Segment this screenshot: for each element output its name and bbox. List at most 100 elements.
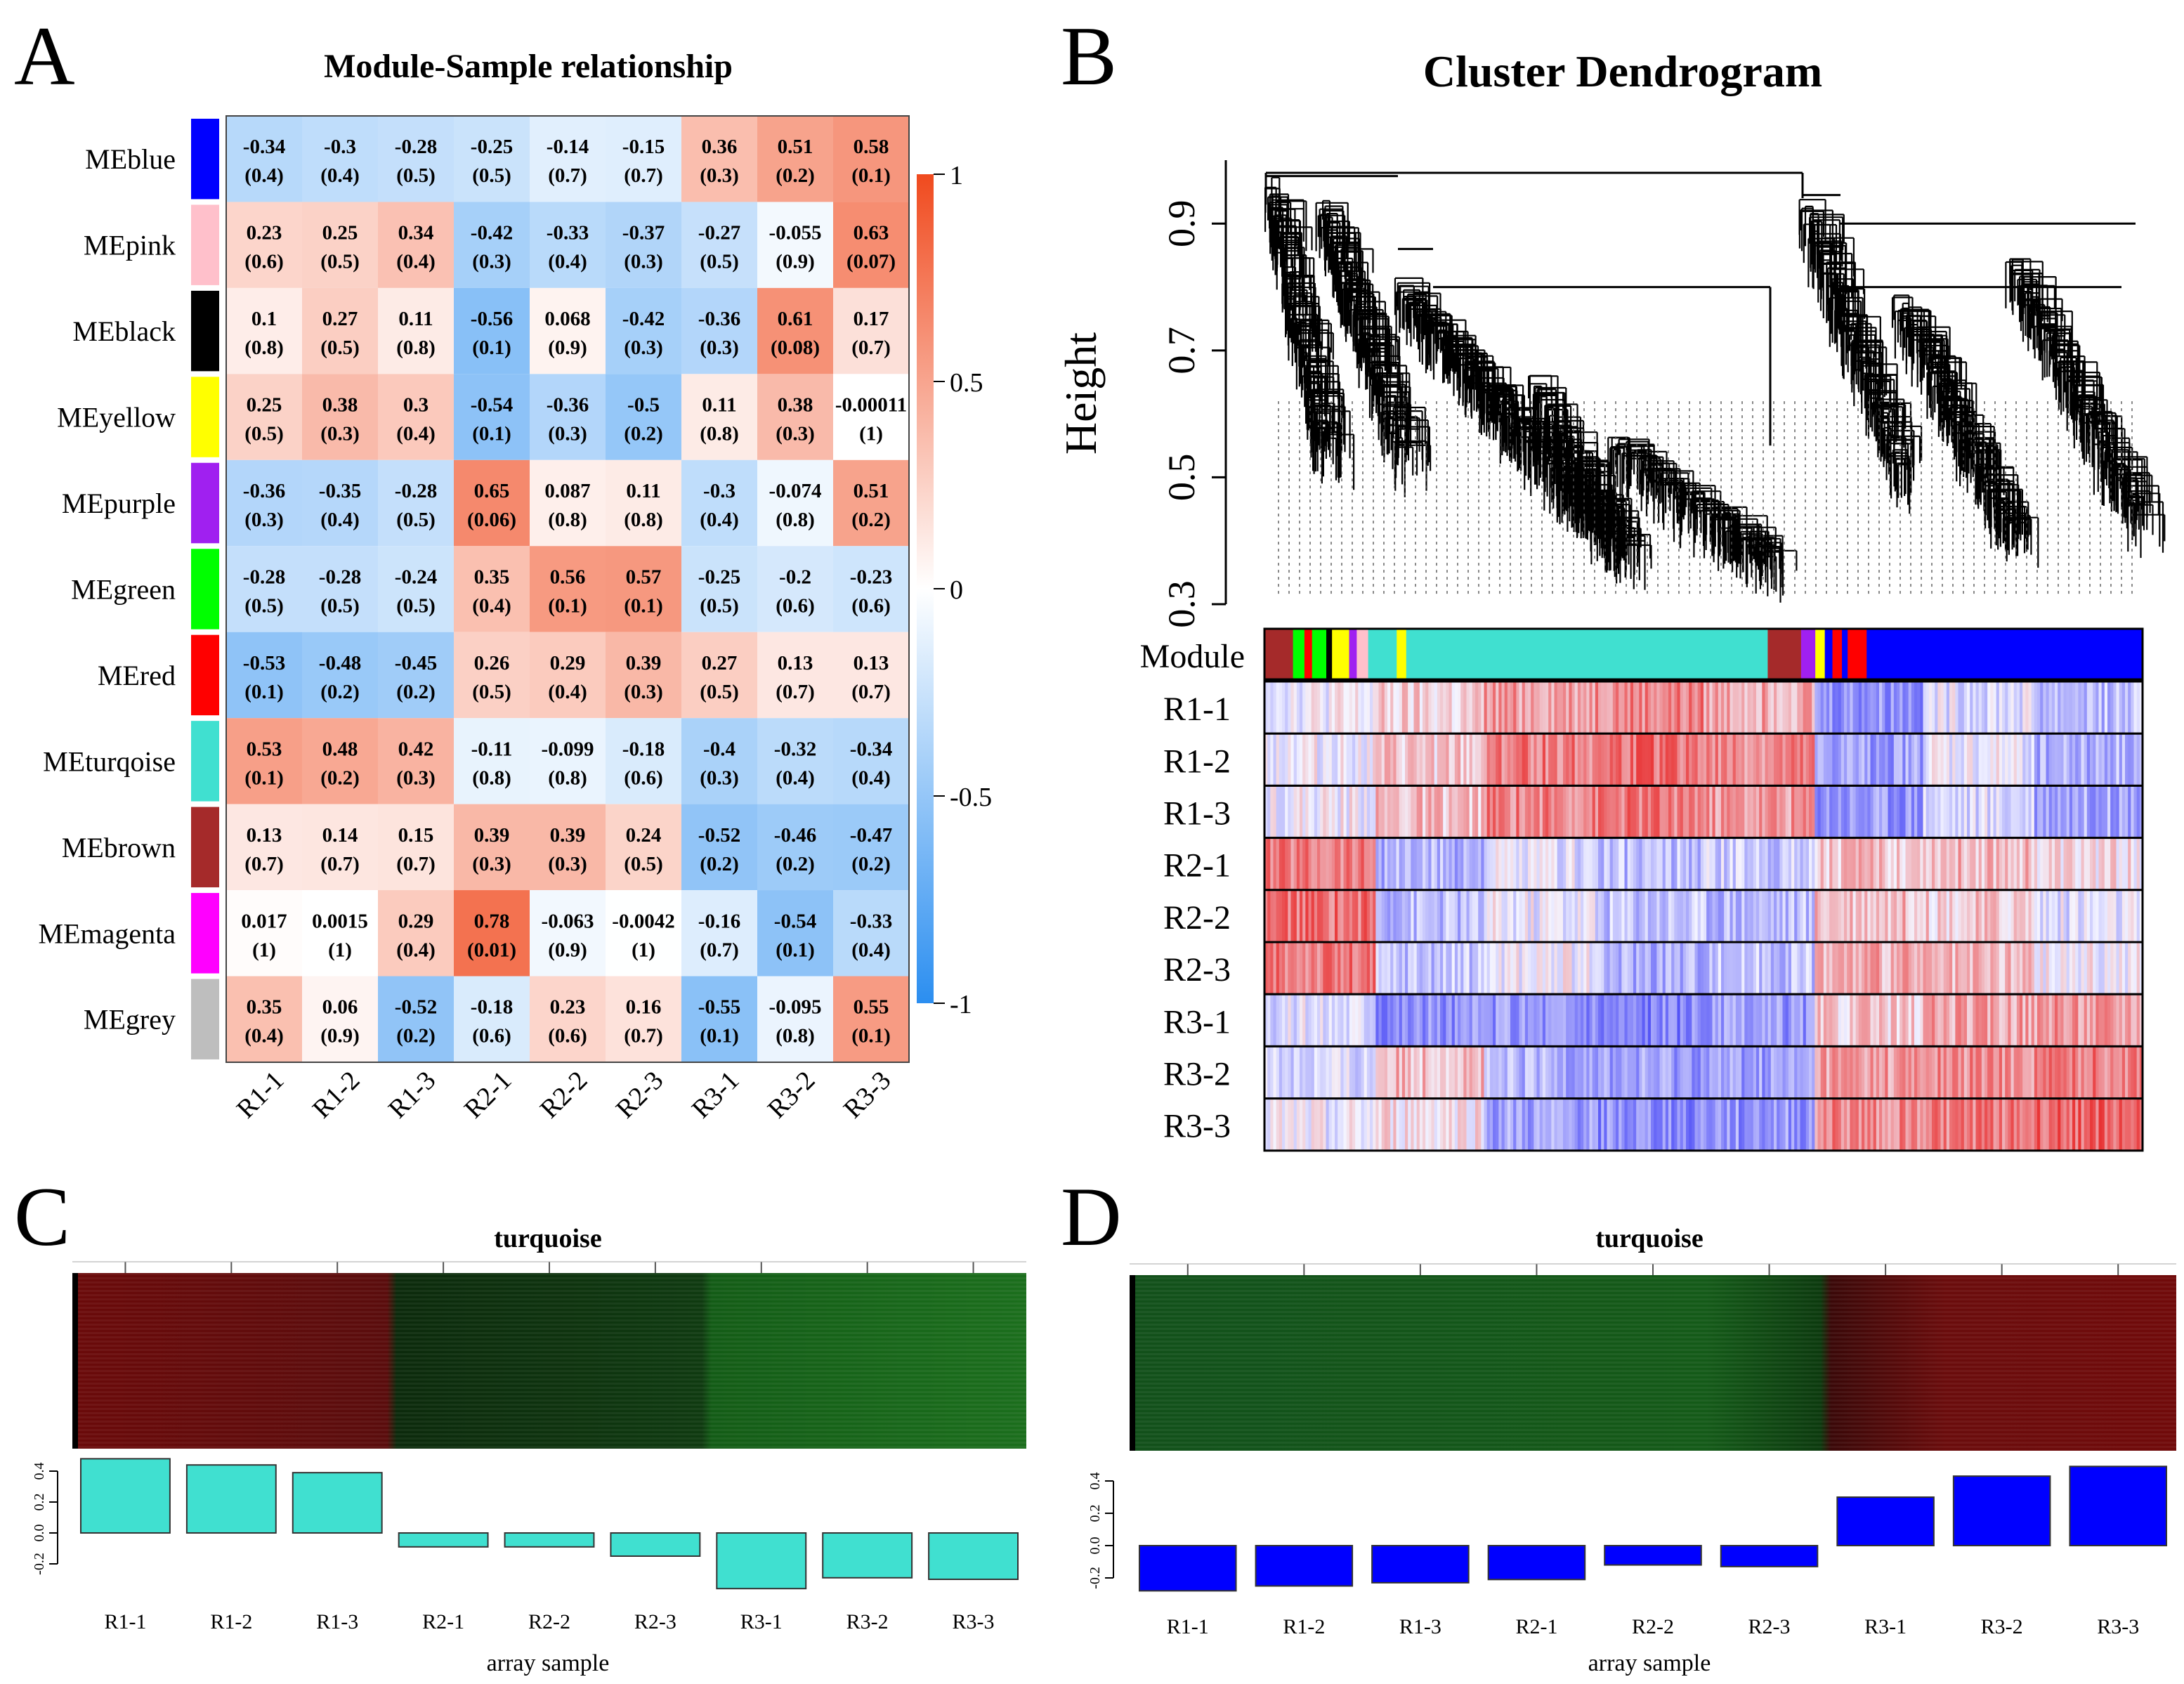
expression-cell <box>1428 837 1432 890</box>
expression-cell <box>1569 1046 1573 1099</box>
expression-cell <box>1267 942 1271 995</box>
expression-cell <box>1282 1046 1286 1099</box>
expression-cell <box>1390 942 1394 995</box>
expression-cell <box>1524 994 1529 1047</box>
expression-cell <box>1595 733 1599 786</box>
expression-cell <box>1993 733 1997 786</box>
expression-cell <box>2121 889 2126 942</box>
expression-cell <box>1729 942 1734 995</box>
expression-cell <box>1507 889 1511 942</box>
expression-cell <box>1741 733 1745 786</box>
expression-cell <box>2051 994 2055 1047</box>
expression-cell <box>1911 1046 1915 1099</box>
expression-cell <box>1850 681 1854 734</box>
expression-cell <box>1852 681 1857 734</box>
expression-cell <box>2010 889 2015 942</box>
expression-cell <box>1715 733 1719 786</box>
expression-cell <box>1779 994 1784 1047</box>
expression-cell <box>1451 1046 1456 1099</box>
heatmap-cell <box>681 116 757 202</box>
expression-cell <box>1651 733 1654 786</box>
expression-cell <box>1607 1046 1611 1099</box>
expression-cell <box>1741 994 1745 1047</box>
expression-cell <box>1967 994 1970 1047</box>
expression-cell <box>1724 1046 1727 1099</box>
expression-cell <box>1458 1098 1461 1151</box>
expression-cell <box>1867 1046 1871 1099</box>
expression-cell <box>1621 681 1626 734</box>
expression-cell <box>1554 1098 1558 1151</box>
expression-cell <box>1805 942 1810 995</box>
expression-cell <box>1595 889 1599 942</box>
expression-cell <box>1654 942 1657 995</box>
expression-cell <box>1559 681 1564 734</box>
expression-cell <box>2110 994 2114 1047</box>
expression-cell <box>1741 942 1745 995</box>
expression-cell <box>1897 1046 1900 1099</box>
expression-cell <box>1428 994 1432 1047</box>
expression-cell <box>2043 785 2047 838</box>
expression-cell <box>2139 994 2143 1047</box>
expression-cell <box>1437 837 1441 890</box>
expression-cell <box>1574 785 1578 838</box>
expression-cell <box>2093 837 2096 890</box>
heatmap-cell <box>833 718 909 804</box>
expression-cell <box>1504 733 1508 786</box>
expression-cell <box>1987 942 1991 995</box>
expression-cell <box>2043 889 2047 942</box>
expression-cell <box>1458 733 1461 786</box>
expression-cell <box>1302 837 1306 890</box>
expression-cell <box>1967 733 1970 786</box>
expression-cell <box>1835 681 1839 734</box>
expression-cell <box>1817 681 1822 734</box>
expression-cell <box>1805 785 1810 838</box>
expression-cell <box>2136 785 2140 838</box>
expression-cell <box>1718 681 1722 734</box>
expression-cell <box>2095 837 2100 890</box>
expression-cell <box>1358 942 1362 995</box>
heatmap-cell <box>302 287 378 374</box>
expression-cell <box>1762 733 1766 786</box>
module-track-frame <box>1263 627 2144 681</box>
expression-cell <box>1393 942 1397 995</box>
expression-cell <box>1326 733 1330 786</box>
expression-cell <box>2022 1098 2026 1151</box>
expression-cell <box>1905 733 1909 786</box>
expression-cell <box>1551 733 1555 786</box>
expression-cell <box>1559 1046 1564 1099</box>
heatmap-cell <box>606 976 681 1062</box>
expression-cell <box>1996 681 2000 734</box>
expression-cell <box>1785 942 1789 995</box>
expression-cell <box>2125 1098 2129 1151</box>
expression-cell <box>2104 994 2108 1047</box>
expression-cell <box>1460 942 1464 995</box>
expression-cell <box>1496 837 1499 890</box>
expression-cell <box>1993 889 1997 942</box>
expression-cell <box>2031 733 2035 786</box>
expression-cell <box>1387 889 1391 942</box>
module-segment <box>1332 629 1350 679</box>
expression-cell <box>1963 889 1968 942</box>
expression-cell <box>1961 942 1965 995</box>
expression-cell <box>1753 1098 1757 1151</box>
expression-cell <box>1440 942 1444 995</box>
heatmap-cell <box>378 374 454 460</box>
expression-cell <box>1847 681 1850 734</box>
heatmap-cell <box>606 546 681 632</box>
expression-cell <box>1823 785 1827 838</box>
expression-cell <box>1791 1046 1795 1099</box>
expression-cell <box>1616 1046 1619 1099</box>
eigengene-c-x-label: array sample <box>487 1650 610 1676</box>
expression-cell <box>1797 837 1801 890</box>
expression-cell <box>1788 994 1792 1047</box>
cell-correlation: -0.33 <box>850 910 892 932</box>
expression-cell <box>1563 889 1567 942</box>
expression-cell <box>2128 681 2131 734</box>
expression-cell <box>1609 837 1614 890</box>
expression-cell <box>1551 1098 1555 1151</box>
expression-cell <box>1293 889 1297 942</box>
expression-cell <box>1867 942 1871 995</box>
expression-cell <box>1767 1098 1772 1151</box>
expression-cell <box>1820 681 1824 734</box>
expression-cell <box>1390 681 1394 734</box>
